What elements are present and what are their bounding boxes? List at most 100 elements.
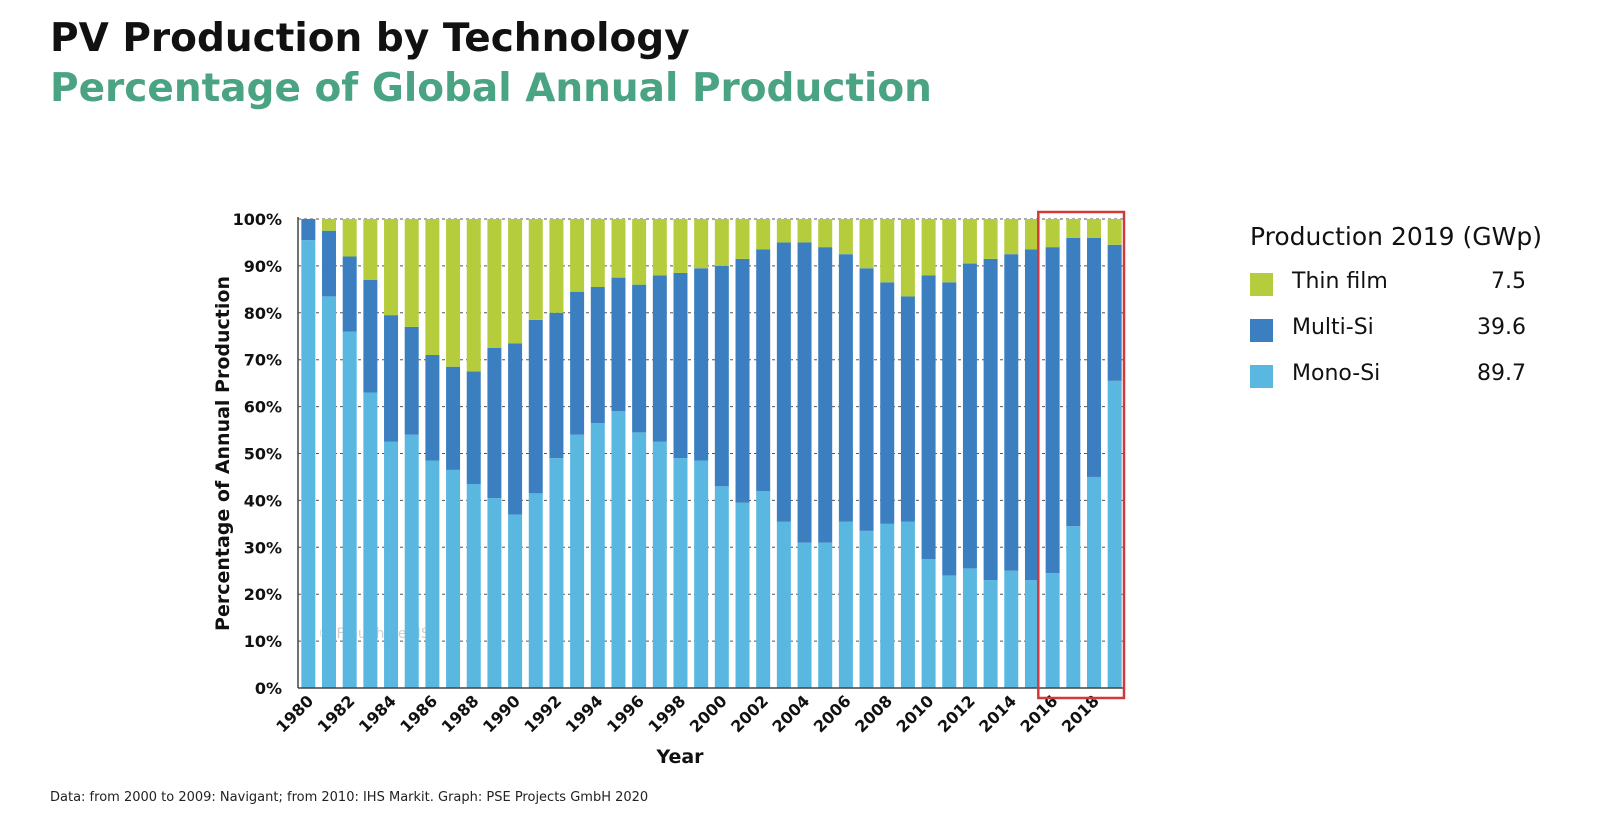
bar-segment-thin-film <box>818 219 833 248</box>
bar-segment-mono-si <box>632 432 647 688</box>
bar-segment-multi-si <box>487 347 502 499</box>
x-tick-label: 1990 <box>479 691 524 736</box>
bar-segment-multi-si <box>694 268 709 461</box>
bar-segment-mono-si <box>962 568 977 688</box>
bar-segment-multi-si <box>549 312 564 459</box>
bar-segment-thin-film <box>384 219 399 316</box>
bar-segment-thin-film <box>1107 219 1122 245</box>
y-axis-label: Percentage of Annual Production <box>212 276 234 631</box>
bar-segment-multi-si <box>508 343 523 515</box>
bar-segment-multi-si <box>714 265 729 487</box>
bar-segment-mono-si <box>446 469 461 688</box>
bar-segment-thin-film <box>1086 219 1101 238</box>
x-tick-label: 1998 <box>644 691 689 736</box>
bar-segment-thin-film <box>1045 219 1060 248</box>
bar-segment-multi-si <box>425 355 440 461</box>
bar-segment-mono-si <box>301 240 316 689</box>
bar-segment-thin-film <box>342 219 357 257</box>
x-tick-label: 1984 <box>355 691 400 736</box>
bar-segment-multi-si <box>528 319 543 494</box>
x-tick-label: 1994 <box>562 691 607 736</box>
bar-segment-thin-film <box>446 219 461 367</box>
x-tick-label: 2014 <box>975 691 1020 736</box>
legend-swatch-mono-si <box>1250 365 1273 388</box>
bar-segment-thin-film <box>942 219 957 283</box>
bar-segment-multi-si <box>446 366 461 470</box>
bar-segment-mono-si <box>900 521 915 688</box>
bar-segment-multi-si <box>1045 247 1060 574</box>
bar-segment-multi-si <box>590 287 605 424</box>
bar-segment-mono-si <box>838 521 853 688</box>
bar-segment-multi-si <box>673 272 688 459</box>
bar-segment-multi-si <box>838 254 853 522</box>
bar-segment-multi-si <box>921 275 936 560</box>
bar-segment-multi-si <box>900 296 915 522</box>
bar-segment-mono-si <box>942 575 957 688</box>
bar-segment-thin-film <box>673 219 688 273</box>
bar-segment-multi-si <box>880 282 895 524</box>
bar-segment-multi-si <box>1086 237 1101 477</box>
bar-segment-mono-si <box>776 521 791 688</box>
legend-item-thin-film: Thin film 7.5 <box>1250 269 1580 315</box>
legend-swatch-thin-film <box>1250 273 1273 296</box>
bar-segment-thin-film <box>756 219 771 250</box>
bar-segment-mono-si <box>797 542 812 688</box>
bar-segment-multi-si <box>652 275 667 442</box>
bar-segment-mono-si <box>466 483 481 688</box>
bar-segment-thin-film <box>528 219 543 320</box>
chart-subtitle: Percentage of Global Annual Production <box>50 66 932 111</box>
bar-segment-thin-film <box>797 219 812 243</box>
legend-value-thin-film: 7.5 <box>1491 269 1526 294</box>
x-tick-label: 1996 <box>603 691 648 736</box>
bar-segment-thin-film <box>859 219 874 269</box>
bar-segment-thin-film <box>404 219 419 327</box>
bar-segment-mono-si <box>1024 580 1039 688</box>
bar-segment-mono-si <box>859 530 874 688</box>
y-tick-label: 70% <box>244 351 282 370</box>
x-tick-label: 2012 <box>934 691 979 736</box>
bar-segment-multi-si <box>1004 254 1019 571</box>
bar-segment-mono-si <box>673 458 688 688</box>
y-tick-label: 30% <box>244 538 282 557</box>
bar-segment-mono-si <box>384 441 399 688</box>
bar-segment-mono-si <box>756 491 771 688</box>
bar-segment-multi-si <box>797 242 812 543</box>
bar-segment-thin-film <box>570 219 585 292</box>
bar-segment-multi-si <box>1066 237 1081 527</box>
bar-segment-thin-film <box>735 219 750 259</box>
bar-segment-mono-si <box>404 434 419 688</box>
legend-swatch-multi-si <box>1250 319 1273 342</box>
legend-value-multi-si: 39.6 <box>1477 315 1526 340</box>
bar-segment-multi-si <box>818 247 833 543</box>
bar-segment-multi-si <box>404 326 419 435</box>
x-tick-label: 1992 <box>520 691 565 736</box>
x-tick-label: 2010 <box>892 691 937 736</box>
bar-segment-thin-film <box>962 219 977 264</box>
bar-segment-thin-film <box>1024 219 1039 250</box>
bar-segment-mono-si <box>714 486 729 688</box>
bar-segment-thin-film <box>1004 219 1019 255</box>
x-tick-label: 2006 <box>810 691 855 736</box>
bar-segment-mono-si <box>611 411 626 688</box>
x-tick-label: 2002 <box>727 691 772 736</box>
bar-segment-mono-si <box>1045 573 1060 688</box>
bar-segment-multi-si <box>942 282 957 576</box>
watermark-text: © Fraunhofer ISE <box>318 626 439 642</box>
bar-segment-thin-film <box>322 219 337 231</box>
bar-segment-mono-si <box>921 559 936 688</box>
bar-segment-multi-si <box>776 242 791 522</box>
bar-segment-multi-si <box>570 291 585 435</box>
bar-segment-thin-film <box>714 219 729 266</box>
bar-segment-multi-si <box>384 315 399 442</box>
bar-segment-multi-si <box>983 258 998 581</box>
y-tick-label: 10% <box>244 632 282 651</box>
bar-segment-thin-film <box>425 219 440 356</box>
bar-segment-mono-si <box>363 392 378 688</box>
bar-segment-multi-si <box>1107 244 1122 381</box>
bar-segment-thin-film <box>590 219 605 288</box>
legend-label-thin-film: Thin film <box>1292 269 1388 294</box>
y-tick-label: 0% <box>255 679 282 698</box>
bar-segment-mono-si <box>1004 570 1019 688</box>
bar-segment-mono-si <box>487 498 502 688</box>
bar-segment-thin-film <box>838 219 853 255</box>
